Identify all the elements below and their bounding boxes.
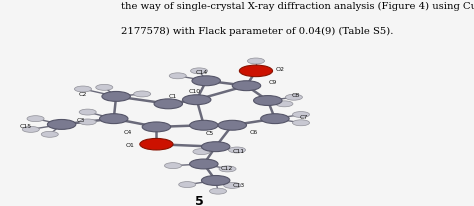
Circle shape (179, 182, 196, 187)
Text: 2177578) with Flack parameter of 0.04(9) (Table S5).: 2177578) with Flack parameter of 0.04(9)… (121, 27, 393, 36)
Circle shape (140, 138, 173, 150)
Text: C5: C5 (205, 131, 214, 136)
Circle shape (193, 149, 210, 154)
Text: C9: C9 (268, 80, 277, 85)
Circle shape (292, 112, 310, 117)
Text: C1: C1 (169, 94, 177, 99)
Circle shape (285, 94, 302, 100)
Circle shape (142, 122, 171, 132)
Text: the way of single-crystal X-ray diffraction analysis (Figure 4) using Cu Kα data: the way of single-crystal X-ray diffract… (121, 2, 474, 11)
Circle shape (224, 183, 241, 188)
Circle shape (47, 119, 76, 129)
Circle shape (190, 159, 218, 169)
Circle shape (79, 109, 96, 115)
Circle shape (232, 81, 261, 91)
Text: C10: C10 (188, 89, 201, 94)
Circle shape (228, 147, 246, 153)
Circle shape (201, 142, 230, 152)
Circle shape (27, 116, 44, 122)
Circle shape (192, 76, 220, 86)
Circle shape (134, 91, 151, 97)
Circle shape (100, 114, 128, 124)
Text: C3: C3 (76, 118, 85, 123)
Text: O1: O1 (126, 143, 135, 148)
Text: C8: C8 (292, 93, 301, 98)
Circle shape (218, 120, 246, 130)
Circle shape (292, 120, 310, 126)
Circle shape (22, 126, 39, 132)
Text: C12: C12 (220, 166, 233, 171)
Text: O2: O2 (276, 67, 285, 72)
Text: C2: C2 (79, 92, 87, 97)
Circle shape (164, 163, 182, 169)
Circle shape (201, 176, 230, 185)
Circle shape (190, 120, 218, 130)
Circle shape (210, 188, 227, 194)
Text: C6: C6 (249, 130, 258, 135)
Circle shape (154, 99, 182, 109)
Circle shape (261, 114, 289, 124)
Text: C4: C4 (124, 130, 132, 135)
Text: C14: C14 (195, 70, 208, 75)
Text: 5: 5 (195, 194, 203, 206)
Circle shape (41, 131, 58, 137)
Circle shape (96, 84, 113, 90)
Circle shape (74, 86, 91, 92)
Text: C13: C13 (232, 183, 245, 188)
Circle shape (219, 166, 236, 172)
Circle shape (254, 96, 282, 105)
Circle shape (191, 68, 208, 74)
Text: C15: C15 (20, 124, 32, 129)
Circle shape (276, 101, 293, 107)
Circle shape (79, 119, 96, 125)
Circle shape (102, 91, 130, 101)
Circle shape (239, 65, 273, 77)
Circle shape (247, 58, 264, 64)
Circle shape (182, 95, 211, 105)
Text: C11: C11 (232, 149, 245, 154)
Text: C7: C7 (299, 115, 308, 119)
Circle shape (169, 73, 186, 79)
